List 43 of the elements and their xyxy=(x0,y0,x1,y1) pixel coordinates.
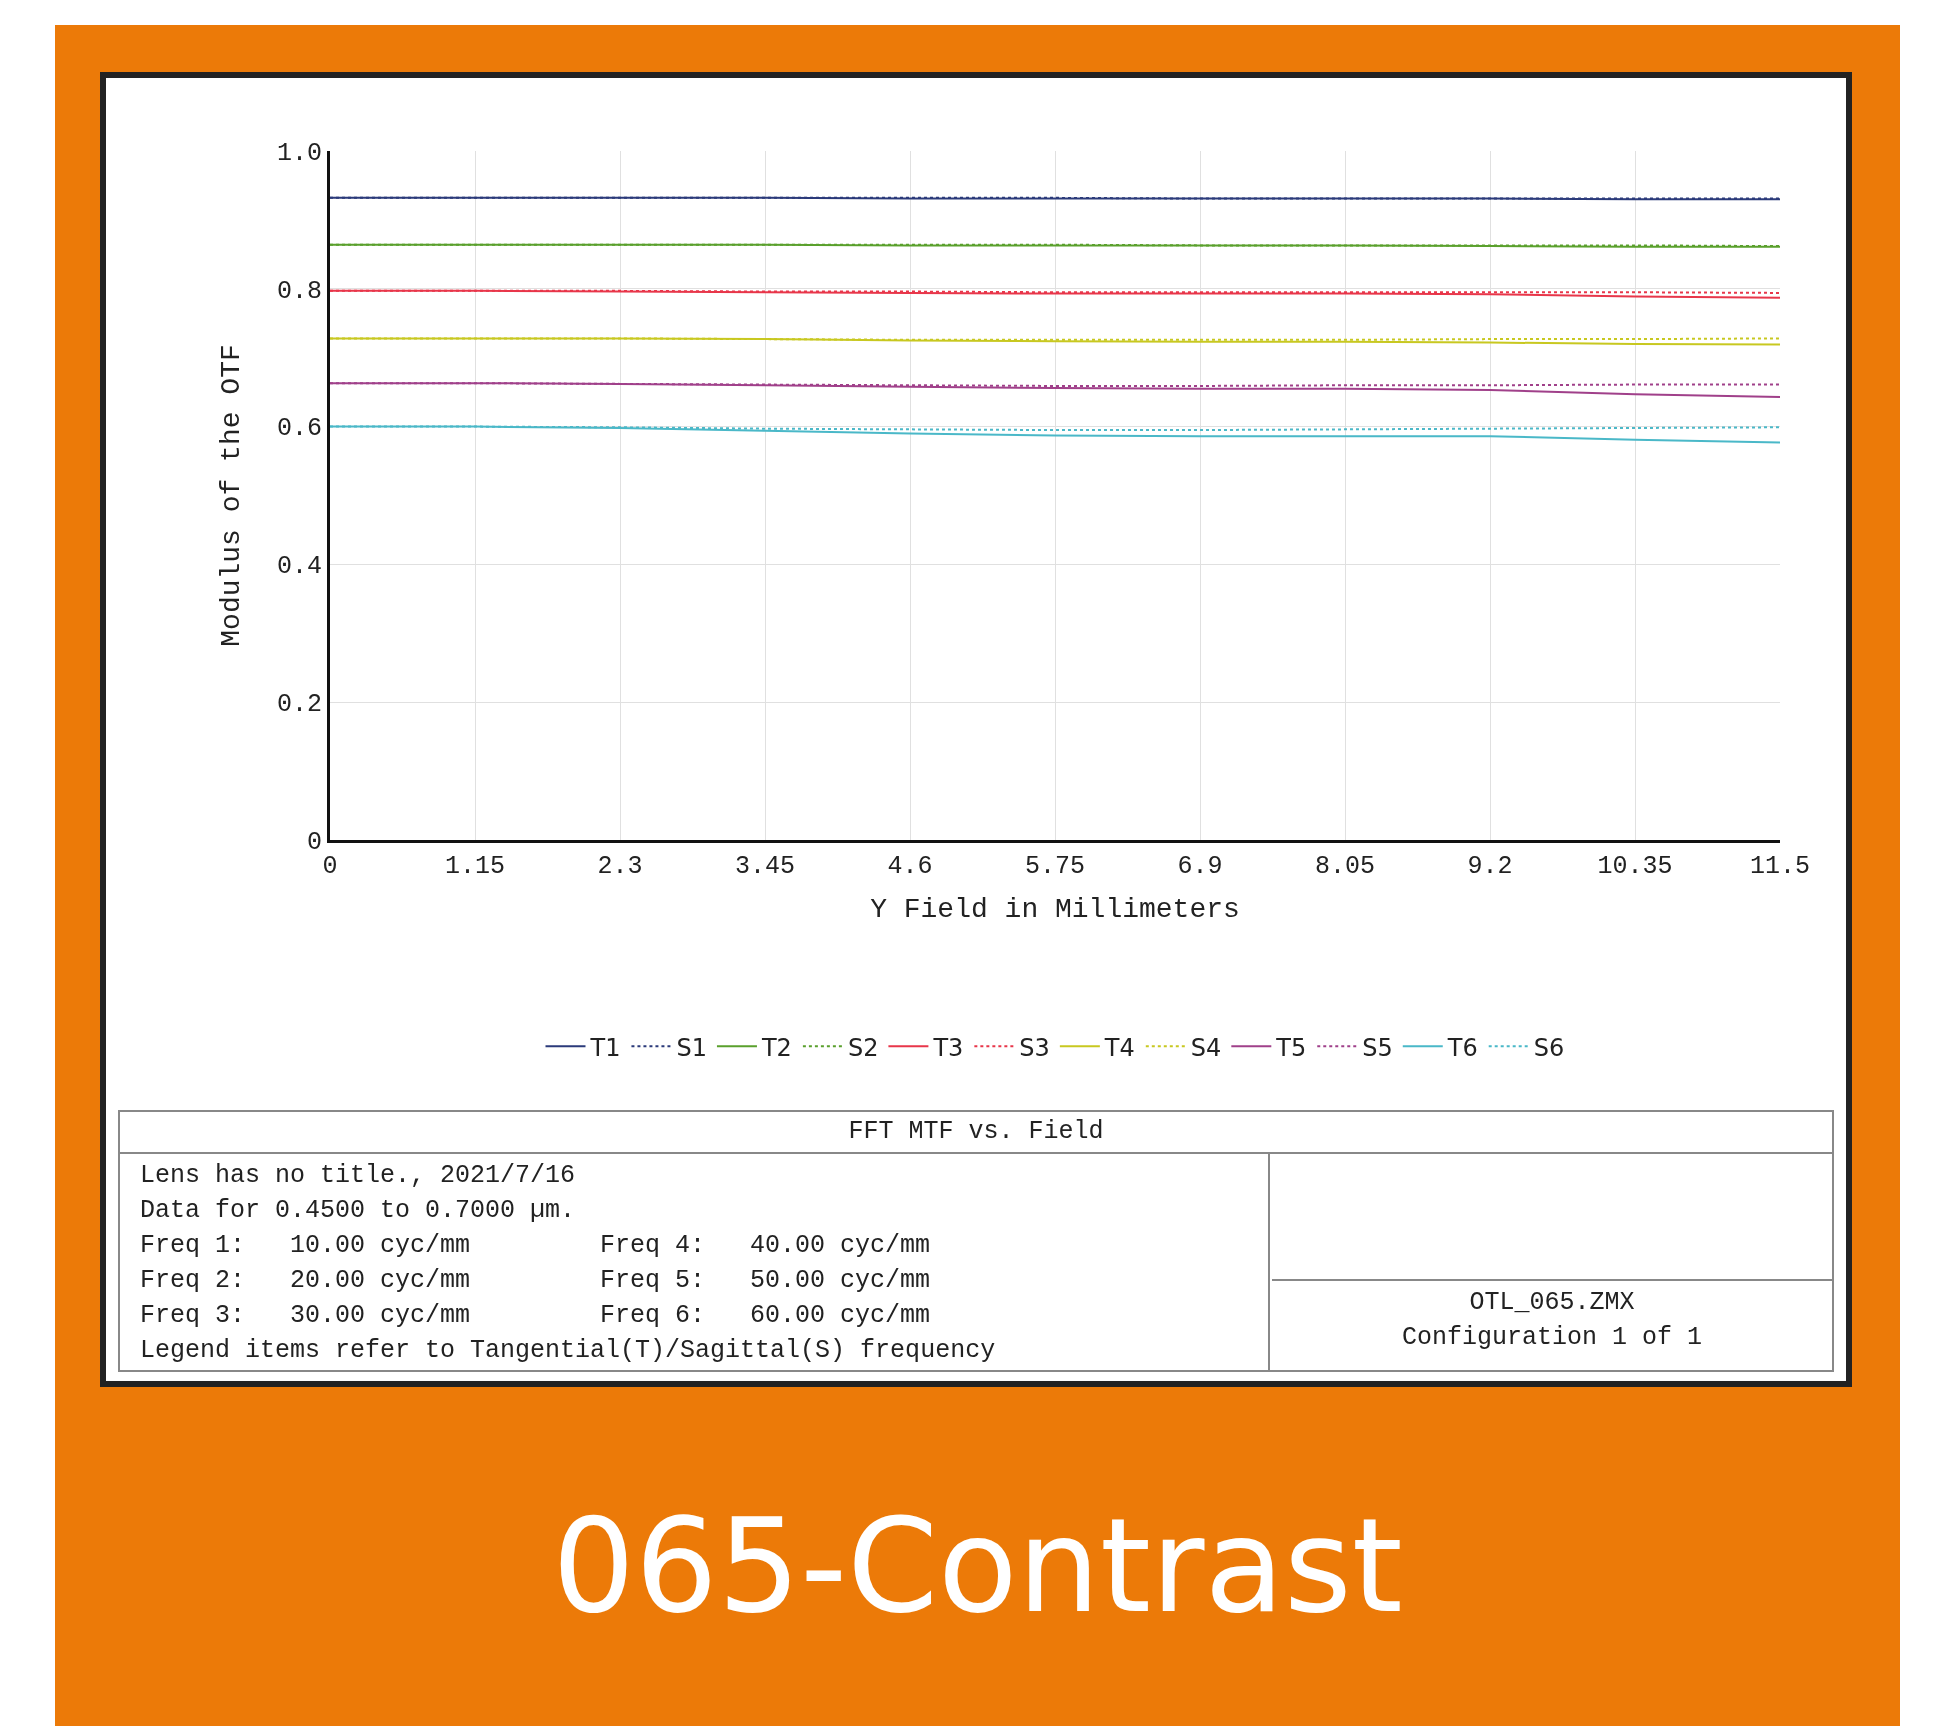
legend-label: T1 xyxy=(589,1033,621,1062)
legend-label: T2 xyxy=(760,1033,792,1062)
y-tick-label: 0.8 xyxy=(276,276,322,306)
x-tick-label: 4.6 xyxy=(887,852,933,881)
legend-label: T5 xyxy=(1275,1033,1307,1062)
y-tick-label: 1.0 xyxy=(276,138,322,168)
y-tick-label: 0 xyxy=(306,827,322,857)
x-tick-label: 10.35 xyxy=(1597,852,1673,881)
text: FFT MTF vs. Field xyxy=(120,1112,1832,1154)
legend-label: S2 xyxy=(847,1033,879,1062)
text: Lens has no title., 2021/7/16 xyxy=(140,1160,577,1192)
legend-label: S6 xyxy=(1533,1033,1565,1062)
x-tick-label: 3.45 xyxy=(734,852,796,881)
legend-label: T4 xyxy=(1103,1033,1135,1062)
x-tick-label: 8.05 xyxy=(1314,852,1376,881)
text: Freq 3: 30.00 cyc/mm xyxy=(140,1300,472,1332)
text: Configuration 1 of 1 xyxy=(1401,1323,1703,1352)
text: Freq 5: 50.00 cyc/mm xyxy=(600,1265,931,1297)
legend-label: S3 xyxy=(1019,1033,1050,1062)
x-tick-label: 5.75 xyxy=(1024,852,1086,881)
x-tick-label: 6.9 xyxy=(1177,852,1223,881)
y-tick-label: 0.2 xyxy=(276,689,322,719)
x-tick-label: 11.5 xyxy=(1749,852,1811,881)
text: Legend items refer to Tangential(T)/Sagittal(S) frequency xyxy=(140,1335,997,1367)
legend-label: S4 xyxy=(1190,1033,1222,1062)
y-axis-title: Modulus of the OTF xyxy=(215,344,247,647)
y-tick-label: 0.4 xyxy=(276,552,322,582)
x-tick-label: 1.15 xyxy=(444,852,506,881)
y-tick-label: 0.6 xyxy=(276,414,322,444)
text: Freq 1: 10.00 cyc/mm xyxy=(140,1230,472,1262)
text: OTL_065.ZMX xyxy=(1469,1288,1635,1317)
x-tick-label: 9.2 xyxy=(1467,852,1513,881)
x-tick-label: 2.3 xyxy=(597,852,643,881)
legend-label: T3 xyxy=(932,1033,964,1062)
text: Freq 6: 60.00 cyc/mm xyxy=(600,1300,931,1332)
x-axis-title: Y Field in Millimeters xyxy=(870,894,1240,926)
legend-label: S5 xyxy=(1362,1033,1393,1062)
text: Freq 4: 40.00 cyc/mm xyxy=(600,1230,931,1262)
text: 065-Contrast xyxy=(551,1490,1404,1642)
legend-label: T6 xyxy=(1446,1033,1478,1062)
text: Freq 2: 20.00 cyc/mm xyxy=(140,1265,472,1297)
legend-label: S1 xyxy=(676,1033,707,1062)
text: Data for 0.4500 to 0.7000 µm. xyxy=(140,1195,577,1227)
